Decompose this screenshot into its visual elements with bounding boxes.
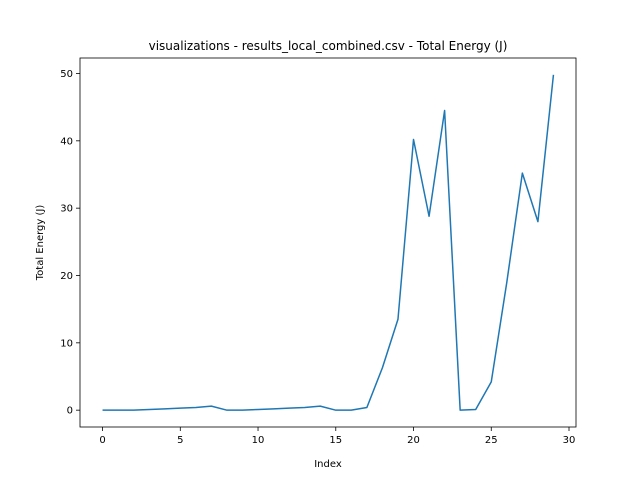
- y-tick-label: 0: [67, 406, 73, 417]
- x-tick-label: 15: [329, 435, 342, 446]
- x-tick-label: 10: [252, 435, 265, 446]
- y-tick-label: 50: [60, 69, 73, 80]
- x-axis-label: Index: [314, 459, 342, 470]
- y-axis-label: Total Energy (J): [35, 205, 46, 282]
- y-tick-label: 40: [60, 136, 73, 147]
- x-axis: 0 5 10 15 20 25 30: [99, 427, 575, 446]
- y-tick-label: 20: [60, 271, 73, 282]
- plot-area: [102, 74, 555, 411]
- x-tick-label: 0: [99, 435, 105, 446]
- x-tick-label: 5: [177, 435, 183, 446]
- chart-title: visualizations - results_local_combined.…: [149, 39, 508, 53]
- y-tick-label: 10: [60, 338, 73, 349]
- y-axis: 0 10 20 30 40 50: [60, 69, 80, 417]
- series-line-0: [102, 74, 555, 411]
- x-tick-label: 20: [407, 435, 420, 446]
- x-tick-label: 25: [485, 435, 498, 446]
- axes-frame: [79, 57, 577, 428]
- y-tick-label: 30: [60, 204, 73, 215]
- x-tick-label: 30: [563, 435, 576, 446]
